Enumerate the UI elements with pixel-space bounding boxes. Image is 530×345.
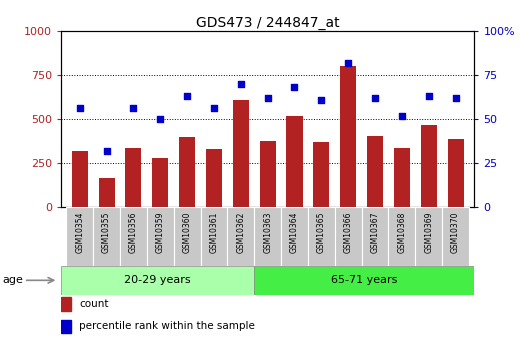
Bar xyxy=(388,207,416,266)
Bar xyxy=(335,207,361,266)
Point xyxy=(425,93,433,99)
Text: GSM10363: GSM10363 xyxy=(263,212,272,253)
Text: GSM10354: GSM10354 xyxy=(75,212,84,253)
Bar xyxy=(61,319,71,333)
Bar xyxy=(421,125,437,207)
Text: GSM10359: GSM10359 xyxy=(156,212,165,253)
Bar xyxy=(206,149,222,207)
Bar xyxy=(416,207,442,266)
Text: GSM10355: GSM10355 xyxy=(102,212,111,253)
Text: GSM10365: GSM10365 xyxy=(317,212,326,253)
Text: GSM10362: GSM10362 xyxy=(236,212,245,253)
Bar xyxy=(61,297,71,310)
Point xyxy=(102,148,111,154)
Point xyxy=(129,106,138,111)
Text: percentile rank within the sample: percentile rank within the sample xyxy=(79,322,255,331)
Point xyxy=(317,97,325,102)
Point xyxy=(452,95,460,101)
Text: GSM10369: GSM10369 xyxy=(424,212,433,253)
Bar xyxy=(313,142,329,207)
Bar xyxy=(340,66,356,207)
Bar xyxy=(99,178,114,207)
Bar xyxy=(61,266,254,295)
Bar xyxy=(152,158,169,207)
Text: GSM10360: GSM10360 xyxy=(183,212,192,253)
Text: count: count xyxy=(79,299,109,309)
Point xyxy=(183,93,191,99)
Point xyxy=(75,106,84,111)
Text: GSM10361: GSM10361 xyxy=(209,212,218,253)
Point xyxy=(290,85,299,90)
Bar xyxy=(286,116,303,207)
Bar xyxy=(120,207,147,266)
Bar xyxy=(72,151,88,207)
Bar xyxy=(281,207,308,266)
Bar xyxy=(308,207,335,266)
Bar xyxy=(126,148,142,207)
Bar xyxy=(66,207,93,266)
Bar xyxy=(179,138,195,207)
Text: GSM10367: GSM10367 xyxy=(370,212,379,253)
Text: GSM10366: GSM10366 xyxy=(343,212,352,253)
Point xyxy=(236,81,245,87)
Bar xyxy=(367,136,383,207)
Point xyxy=(371,95,379,101)
Point xyxy=(263,95,272,101)
Bar xyxy=(227,207,254,266)
Bar xyxy=(147,207,174,266)
Bar xyxy=(93,207,120,266)
Bar xyxy=(233,100,249,207)
Text: age: age xyxy=(3,275,23,285)
Bar xyxy=(361,207,388,266)
Text: GSM10356: GSM10356 xyxy=(129,212,138,253)
Text: GSM10364: GSM10364 xyxy=(290,212,299,253)
Point xyxy=(344,60,352,66)
Text: 20-29 years: 20-29 years xyxy=(124,275,191,285)
Bar xyxy=(254,266,474,295)
Text: GSM10368: GSM10368 xyxy=(398,212,407,253)
Point xyxy=(156,116,164,122)
Bar xyxy=(254,207,281,266)
Bar xyxy=(442,207,469,266)
Bar xyxy=(394,148,410,207)
Bar xyxy=(200,207,227,266)
Point xyxy=(398,113,406,118)
Text: GDS473 / 244847_at: GDS473 / 244847_at xyxy=(196,16,339,30)
Point xyxy=(210,106,218,111)
Text: 65-71 years: 65-71 years xyxy=(331,275,398,285)
Text: GSM10370: GSM10370 xyxy=(451,212,460,253)
Bar xyxy=(260,141,276,207)
Bar xyxy=(447,139,464,207)
Bar xyxy=(174,207,200,266)
